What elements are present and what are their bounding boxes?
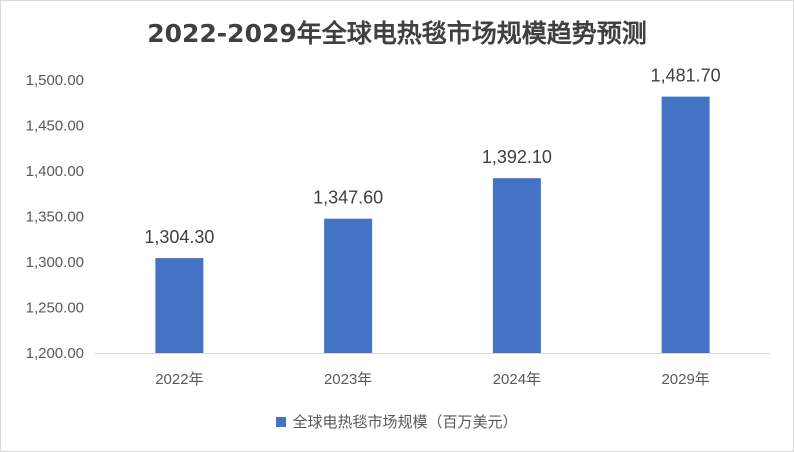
bar — [661, 96, 710, 353]
y-tick-label: 1,400.00 — [26, 163, 84, 180]
x-tick-label: 2022年 — [155, 371, 203, 388]
y-axis: 1,200.00 1,250.00 1,300.00 1,350.00 1,400.00… — [26, 72, 84, 362]
y-tick-label: 1,350.00 — [26, 209, 84, 226]
bar — [324, 218, 373, 353]
chart-title: 2022-2029年全球电热毯市场规模趋势预测 — [147, 19, 647, 48]
data-label: 1,481.70 — [651, 66, 721, 86]
x-tick-labels: 2022年 2023年 2024年 2029年 — [155, 371, 710, 388]
y-tick-label: 1,500.00 — [26, 72, 84, 89]
legend-swatch — [276, 416, 287, 427]
bar — [492, 178, 541, 353]
x-tick-label: 2024年 — [493, 371, 541, 388]
data-labels: 1,304.30 1,347.60 1,392.10 1,481.70 — [144, 66, 720, 247]
bars — [155, 96, 710, 353]
y-tick-label: 1,450.00 — [26, 118, 84, 135]
x-tick-label: 2029年 — [661, 371, 709, 388]
legend: 全球电热毯市场规模（百万美元） — [0, 411, 794, 432]
y-tick-label: 1,200.00 — [26, 345, 84, 362]
y-tick-label: 1,300.00 — [26, 254, 84, 271]
data-label: 1,392.10 — [482, 147, 552, 167]
data-label: 1,347.60 — [313, 188, 383, 208]
bar — [155, 258, 204, 353]
y-tick-label: 1,250.00 — [26, 300, 84, 317]
x-tick-label: 2023年 — [324, 371, 372, 388]
data-label: 1,304.30 — [144, 227, 214, 247]
legend-label: 全球电热毯市场规模（百万美元） — [292, 413, 518, 431]
